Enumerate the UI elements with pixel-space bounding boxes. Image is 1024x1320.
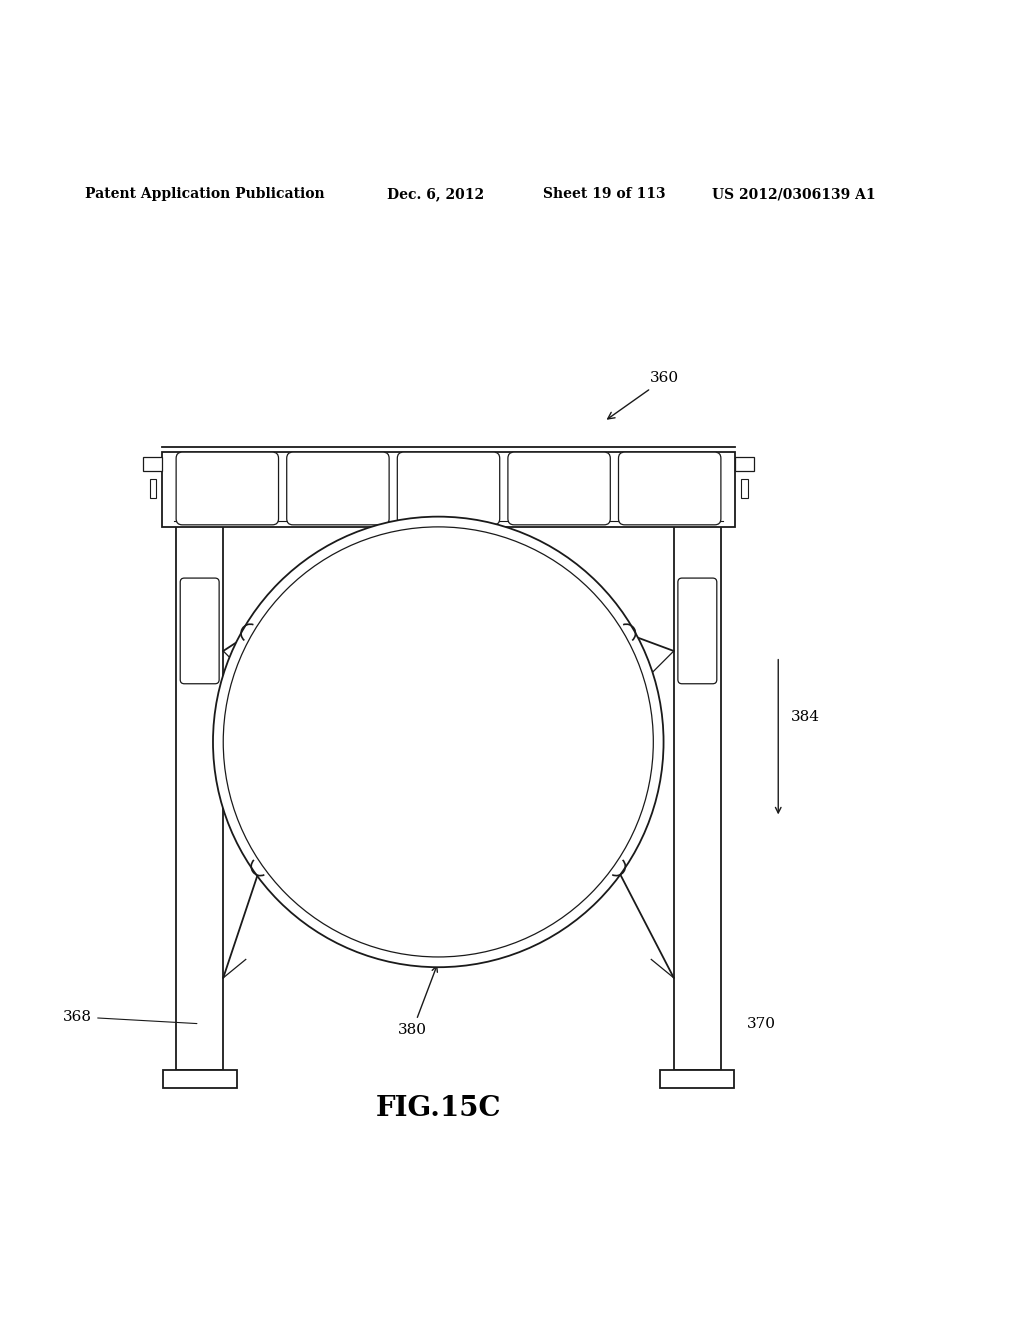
Text: Dec. 6, 2012: Dec. 6, 2012 <box>387 187 484 201</box>
Bar <box>662 479 733 496</box>
Bar <box>735 457 754 470</box>
Bar <box>150 479 156 498</box>
Bar <box>660 1069 734 1088</box>
FancyBboxPatch shape <box>180 578 219 684</box>
Text: 368: 368 <box>63 1010 197 1024</box>
Circle shape <box>213 516 664 968</box>
FancyBboxPatch shape <box>287 453 389 525</box>
Bar <box>163 1069 237 1088</box>
Text: 380: 380 <box>398 966 437 1036</box>
Text: 360: 360 <box>607 371 679 418</box>
Text: Patent Application Publication: Patent Application Publication <box>85 187 325 201</box>
Text: 370: 370 <box>746 1016 775 1031</box>
Text: FIG.15C: FIG.15C <box>376 1096 501 1122</box>
Text: US 2012/0306139 A1: US 2012/0306139 A1 <box>712 187 876 201</box>
Bar <box>164 479 236 496</box>
FancyBboxPatch shape <box>618 453 721 525</box>
Bar <box>162 453 735 527</box>
FancyBboxPatch shape <box>678 578 717 684</box>
Bar <box>674 496 721 1069</box>
Text: 384: 384 <box>791 710 819 723</box>
FancyBboxPatch shape <box>397 453 500 525</box>
FancyBboxPatch shape <box>176 453 279 525</box>
Circle shape <box>223 527 653 957</box>
FancyBboxPatch shape <box>508 453 610 525</box>
Bar <box>741 479 748 498</box>
Text: Sheet 19 of 113: Sheet 19 of 113 <box>543 187 666 201</box>
Bar <box>143 457 162 470</box>
Bar <box>176 496 223 1069</box>
